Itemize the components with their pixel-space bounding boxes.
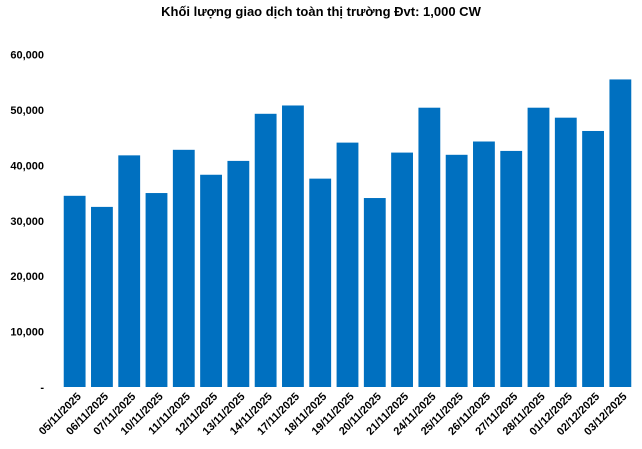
y-tick-label: 40,000 [10,160,44,172]
bar [445,154,468,387]
chart-title: Khối lượng giao dịch toàn thị trường Đvt… [161,4,481,19]
x-axis: 05/11/202506/11/202507/11/202510/11/2025… [37,391,630,438]
bar [254,113,277,387]
y-tick-label: 20,000 [10,271,44,283]
y-axis: - 10,000 20,000 30,000 40,000 50,000 60,000 [10,50,44,395]
y-tick-label: 60,000 [10,50,44,62]
bar [118,155,141,387]
bar [309,178,332,387]
bar [282,105,304,387]
y-tick-label: 50,000 [10,105,44,117]
bar [609,79,632,387]
bar [391,152,413,387]
y-tick-label: - [40,382,44,394]
bar [336,142,359,387]
bar [63,195,86,387]
bar [145,193,168,387]
bar [554,117,577,388]
y-tick-label: 10,000 [10,327,44,339]
bar [363,198,386,387]
bar [500,150,523,387]
bar [473,141,495,387]
bar [91,206,113,387]
bar [227,160,250,387]
y-tick-label: 30,000 [10,216,44,228]
bar [527,107,550,387]
bar [172,149,195,387]
bar [200,174,222,387]
bar-series [63,79,632,388]
bar [582,130,604,387]
bar [418,107,441,387]
